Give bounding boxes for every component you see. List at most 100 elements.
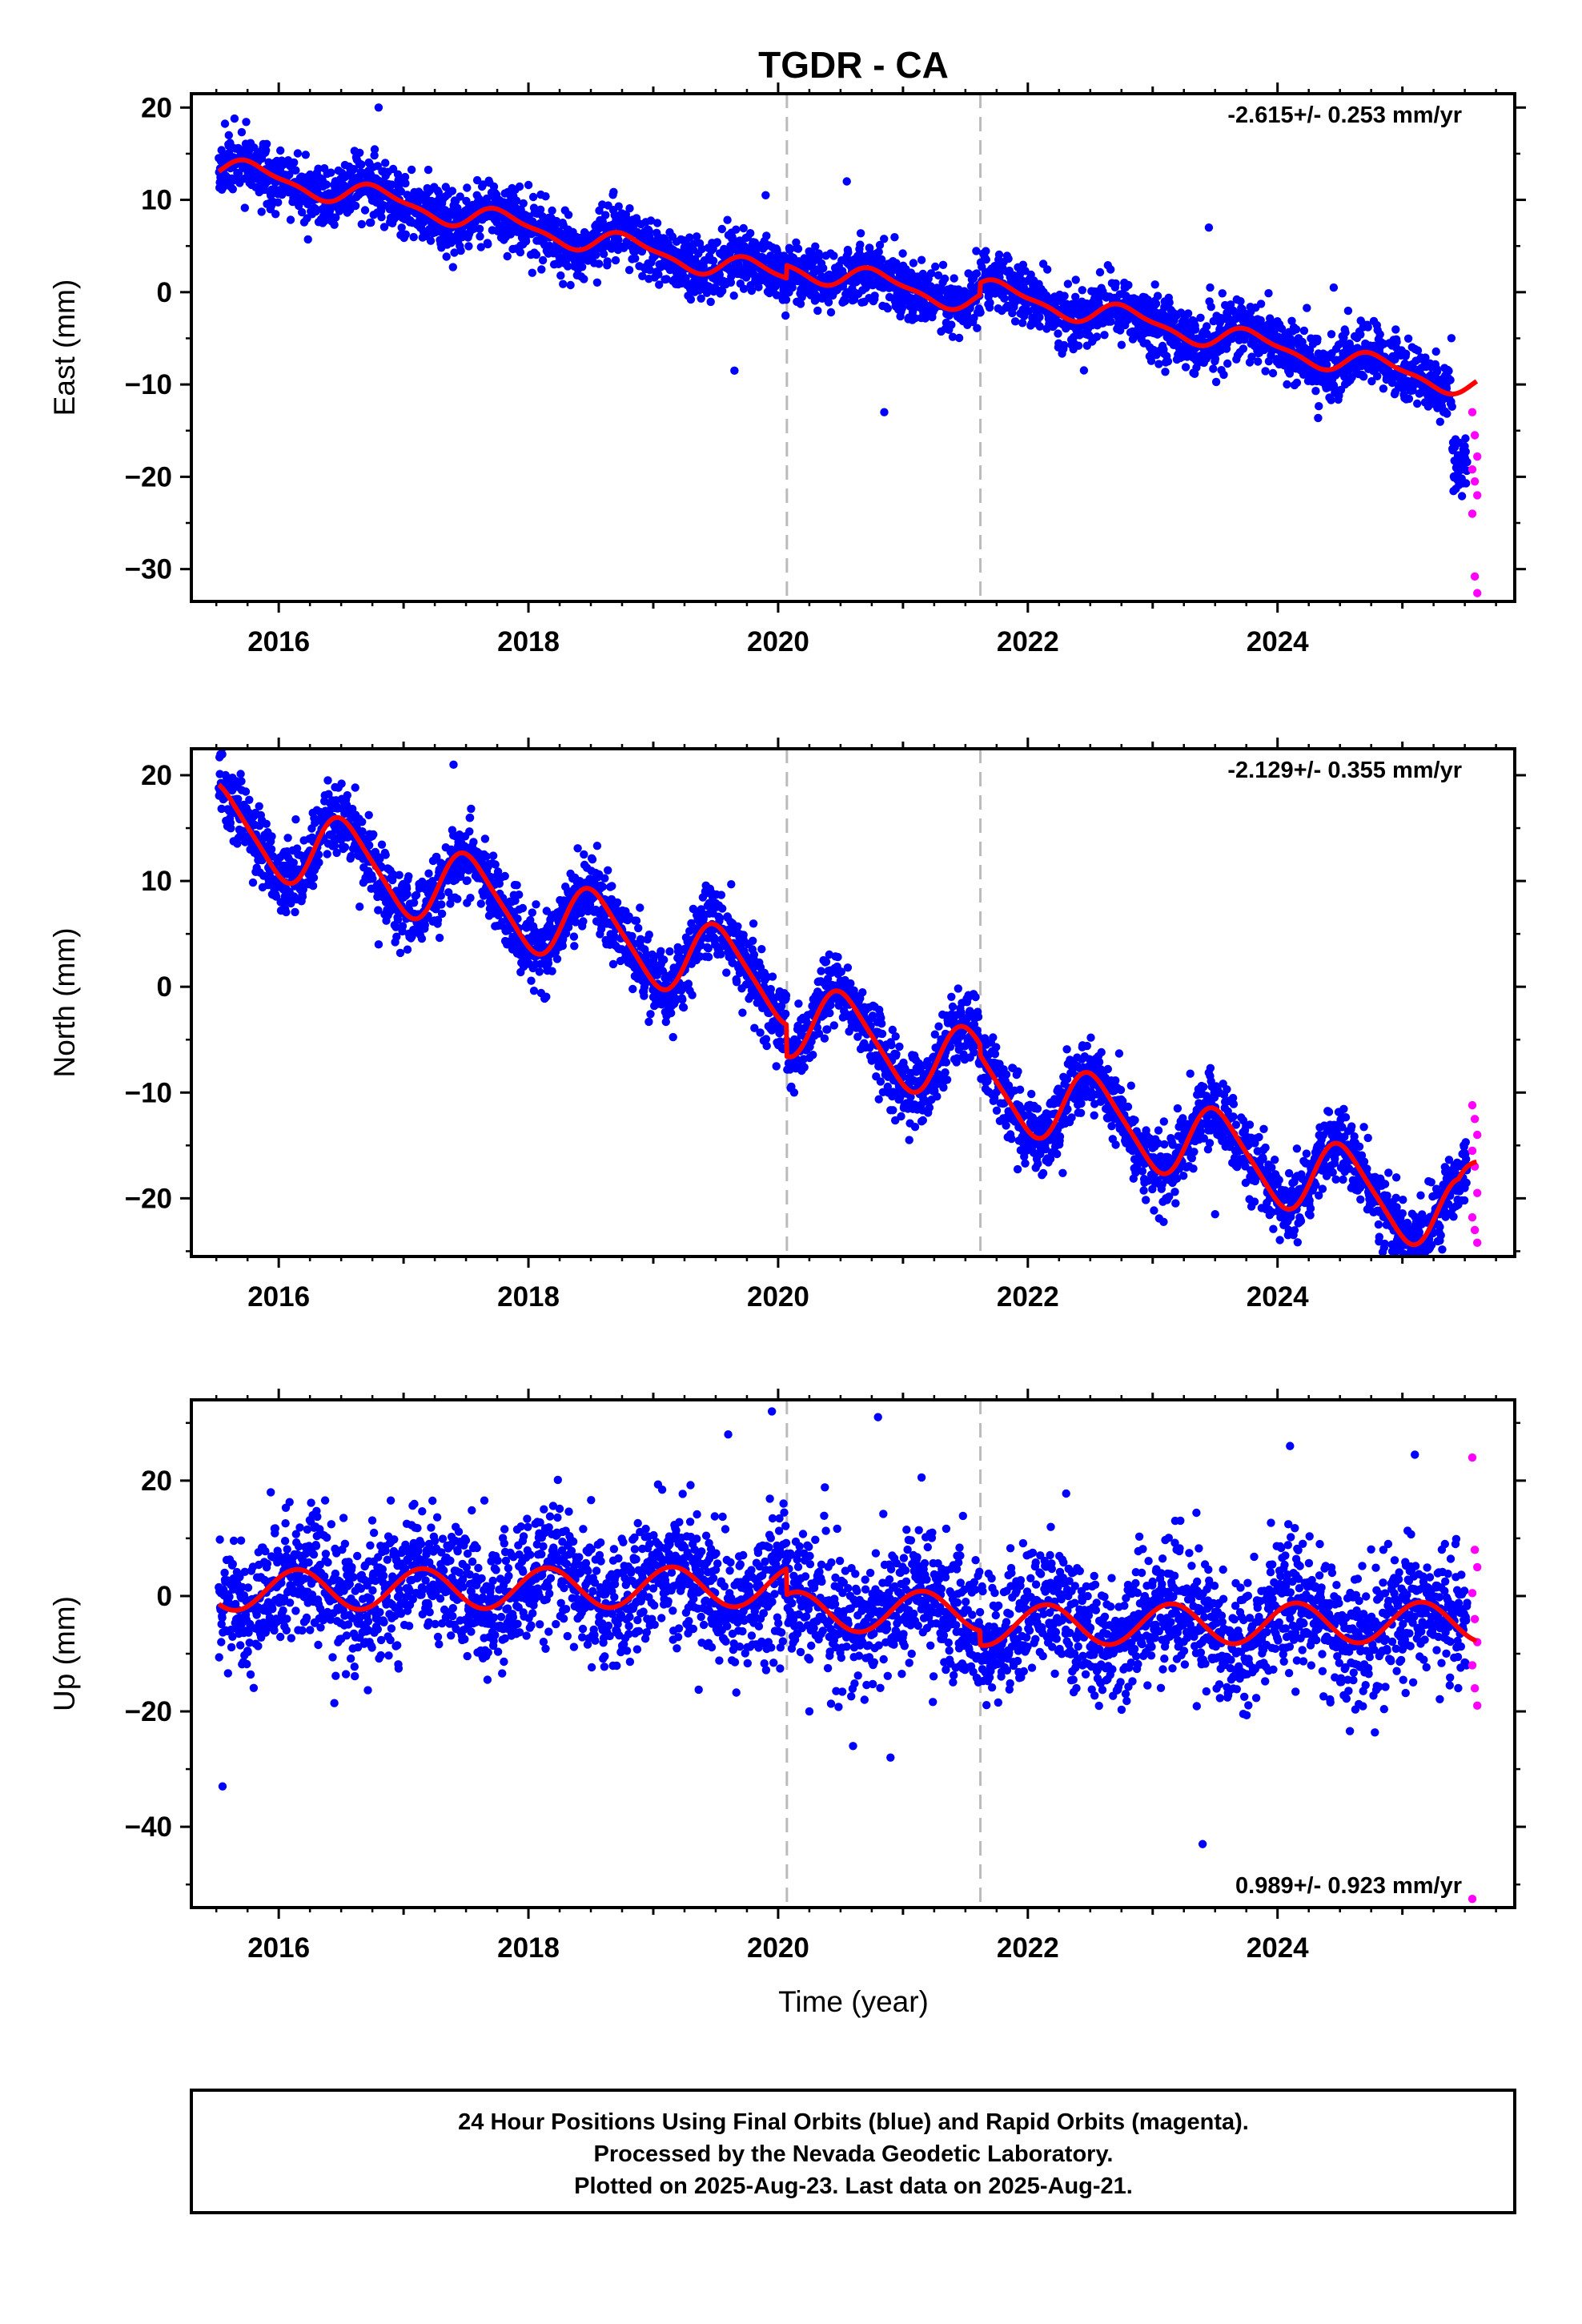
final-orbit-point: [1311, 387, 1320, 396]
final-orbit-point: [1095, 267, 1105, 277]
final-orbit-point: [600, 874, 609, 883]
final-orbit-point: [890, 233, 899, 242]
final-orbit-point: [255, 802, 263, 810]
final-orbit-point: [401, 230, 410, 239]
final-orbit-point: [236, 770, 245, 778]
outlier-point: [761, 191, 770, 199]
final-orbit-point: [636, 903, 644, 912]
final-orbit-point: [515, 891, 524, 899]
final-orbit-point: [315, 858, 323, 867]
final-orbit-point: [644, 931, 653, 939]
final-orbit-point: [1283, 380, 1291, 389]
final-orbit-point: [340, 842, 350, 852]
final-orbit-point: [388, 164, 398, 174]
final-orbit-point: [349, 165, 359, 174]
final-orbit-point: [718, 287, 727, 296]
rapid-orbit-point: [1473, 491, 1482, 500]
final-orbit-point: [608, 959, 618, 969]
final-orbit-point: [844, 248, 853, 257]
final-orbit-point: [1315, 402, 1323, 411]
final-orbit-point: [298, 892, 307, 901]
outlier-point: [1204, 223, 1214, 232]
final-orbit-point: [465, 813, 475, 822]
x-tick-label: 2016: [247, 626, 310, 657]
final-orbit-point: [1303, 304, 1311, 312]
final-orbit-point: [357, 219, 366, 229]
final-orbit-point: [228, 185, 237, 194]
final-orbit-point: [660, 955, 669, 964]
final-orbit-point: [762, 231, 771, 240]
outlier-point: [730, 366, 739, 376]
final-orbit-point: [403, 945, 412, 954]
final-orbit-point: [973, 324, 982, 332]
final-orbit-point: [476, 899, 485, 908]
final-orbit-point: [1183, 309, 1193, 318]
final-orbit-point: [512, 881, 521, 890]
final-orbit-point: [1054, 329, 1062, 338]
final-orbit-point: [1447, 402, 1456, 411]
final-orbit-point: [1457, 492, 1467, 501]
final-orbit-point: [1435, 417, 1445, 426]
final-orbit-point: [1391, 325, 1400, 334]
final-orbit-point: [564, 262, 572, 271]
final-orbit-point: [379, 223, 389, 231]
final-orbit-point: [614, 235, 623, 244]
final-orbit-point: [456, 192, 464, 201]
east-rate-label: -2.615+/- 0.253 mm/yr: [1227, 103, 1462, 128]
y-tick-label: −20: [125, 461, 172, 493]
final-orbit-point: [519, 199, 528, 208]
final-orbit-point: [715, 270, 724, 279]
final-orbit-point: [693, 232, 701, 241]
final-orbit-point: [564, 211, 573, 219]
final-orbit-point: [437, 900, 446, 909]
final-orbit-point: [1063, 279, 1073, 288]
final-orbit-point: [713, 238, 721, 247]
final-orbit-point: [1106, 265, 1115, 274]
final-orbit-point: [404, 872, 413, 881]
east-y-axis-label: East (mm): [48, 279, 81, 416]
final-orbit-point: [286, 215, 295, 224]
final-orbit-point: [453, 203, 462, 212]
final-orbit-point: [875, 240, 885, 250]
final-orbit-point: [466, 894, 475, 903]
final-orbit-point: [793, 244, 803, 253]
final-orbit-point: [604, 866, 612, 875]
final-orbit-point: [515, 182, 524, 191]
final-orbit-point: [248, 878, 258, 887]
final-orbit-point: [982, 255, 991, 264]
final-orbit-point: [612, 898, 622, 907]
final-orbit-point: [367, 218, 375, 227]
final-orbit-point: [1341, 328, 1350, 337]
final-orbit-point: [291, 815, 300, 824]
final-orbit-point: [646, 1010, 655, 1019]
final-orbit-point: [1079, 366, 1089, 375]
final-orbit-point: [400, 172, 410, 182]
final-orbit-point: [257, 207, 266, 216]
final-orbit-points: [215, 103, 1472, 501]
final-orbit-point: [297, 207, 307, 217]
y-tick-label: −10: [125, 369, 172, 400]
final-orbit-point: [424, 165, 433, 175]
final-orbit-point: [267, 832, 276, 841]
final-orbit-point: [739, 284, 749, 293]
final-orbit-point: [1431, 347, 1440, 356]
final-orbit-point: [856, 229, 865, 238]
final-orbit-point: [245, 795, 254, 804]
final-orbit-point: [476, 232, 484, 241]
final-orbit-point: [1327, 396, 1335, 404]
final-orbit-point: [841, 296, 849, 306]
final-orbit-point: [381, 159, 390, 167]
final-orbit-point: [579, 917, 588, 926]
final-orbit-point: [529, 987, 539, 995]
final-orbit-point: [620, 243, 628, 252]
final-orbit-point: [1196, 313, 1205, 322]
final-orbit-point: [697, 294, 705, 303]
final-orbit-point: [788, 283, 797, 292]
final-orbit-point: [1219, 370, 1228, 380]
final-orbit-point: [217, 146, 226, 155]
final-orbit-point: [1124, 280, 1133, 290]
final-orbit-point: [723, 215, 732, 224]
final-orbit-point: [503, 251, 512, 261]
final-orbit-point: [994, 250, 1004, 259]
